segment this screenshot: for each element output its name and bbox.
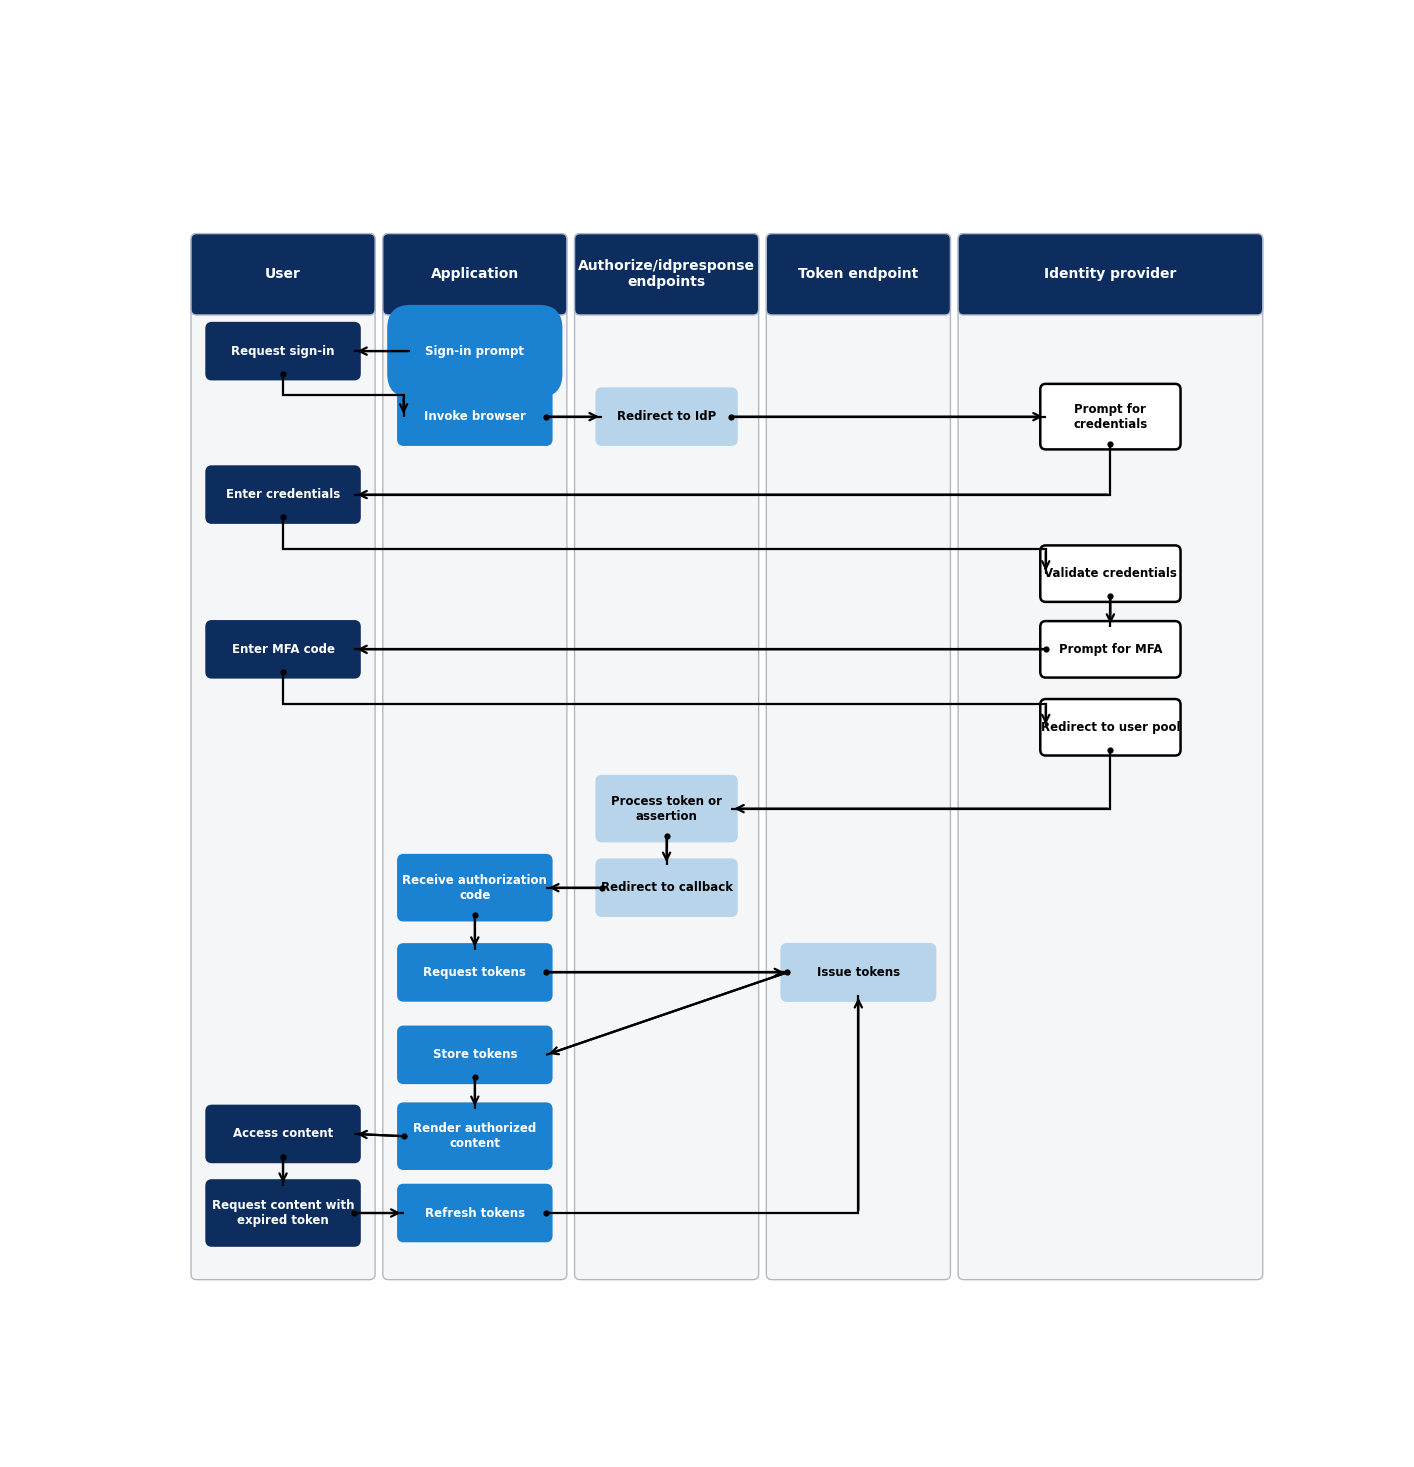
FancyBboxPatch shape	[574, 233, 759, 1279]
FancyBboxPatch shape	[206, 621, 359, 678]
FancyBboxPatch shape	[574, 233, 759, 315]
FancyBboxPatch shape	[383, 233, 567, 1279]
Text: Validate credentials: Validate credentials	[1044, 568, 1176, 579]
Text: Access content: Access content	[233, 1128, 334, 1140]
Text: Application: Application	[431, 267, 519, 282]
Text: Token endpoint: Token endpoint	[799, 267, 919, 282]
FancyBboxPatch shape	[782, 945, 935, 1000]
Text: Prompt for
credentials: Prompt for credentials	[1073, 402, 1148, 431]
Text: Authorize/idpresponse
endpoints: Authorize/idpresponse endpoints	[578, 260, 755, 289]
FancyBboxPatch shape	[399, 1185, 551, 1241]
FancyBboxPatch shape	[206, 323, 359, 380]
FancyBboxPatch shape	[191, 233, 375, 315]
FancyBboxPatch shape	[206, 1181, 359, 1245]
Text: Request sign-in: Request sign-in	[232, 345, 335, 358]
FancyBboxPatch shape	[959, 233, 1263, 315]
Text: Enter credentials: Enter credentials	[226, 489, 341, 502]
Text: Redirect to IdP: Redirect to IdP	[617, 411, 717, 422]
FancyBboxPatch shape	[399, 945, 551, 1000]
FancyBboxPatch shape	[399, 1103, 551, 1169]
Text: Sign-in prompt: Sign-in prompt	[426, 345, 525, 358]
FancyBboxPatch shape	[206, 1106, 359, 1162]
FancyBboxPatch shape	[399, 855, 551, 920]
Text: Render authorized
content: Render authorized content	[413, 1122, 536, 1150]
Text: Issue tokens: Issue tokens	[817, 965, 899, 978]
Text: Identity provider: Identity provider	[1044, 267, 1176, 282]
Text: Prompt for MFA: Prompt for MFA	[1059, 643, 1162, 656]
Text: Receive authorization
code: Receive authorization code	[403, 874, 547, 902]
Text: Invoke browser: Invoke browser	[424, 411, 526, 422]
FancyBboxPatch shape	[1041, 700, 1181, 756]
FancyBboxPatch shape	[191, 233, 375, 1279]
Text: Process token or
assertion: Process token or assertion	[611, 795, 723, 823]
FancyBboxPatch shape	[959, 233, 1263, 1279]
Text: User: User	[264, 267, 301, 282]
FancyBboxPatch shape	[383, 233, 567, 315]
FancyBboxPatch shape	[766, 233, 950, 1279]
FancyBboxPatch shape	[1041, 621, 1181, 678]
Text: Redirect to user pool: Redirect to user pool	[1041, 720, 1181, 734]
Text: Enter MFA code: Enter MFA code	[232, 643, 335, 656]
FancyBboxPatch shape	[399, 389, 551, 445]
FancyBboxPatch shape	[206, 467, 359, 522]
FancyBboxPatch shape	[1041, 546, 1181, 601]
FancyBboxPatch shape	[766, 233, 950, 315]
Text: Refresh tokens: Refresh tokens	[424, 1206, 525, 1219]
FancyBboxPatch shape	[399, 1027, 551, 1083]
FancyBboxPatch shape	[1041, 384, 1181, 449]
Text: Redirect to callback: Redirect to callback	[601, 882, 732, 895]
Text: Store tokens: Store tokens	[433, 1049, 518, 1061]
FancyBboxPatch shape	[597, 860, 737, 915]
FancyBboxPatch shape	[389, 307, 561, 396]
Text: Request content with
expired token: Request content with expired token	[212, 1199, 355, 1226]
FancyBboxPatch shape	[597, 389, 737, 445]
FancyBboxPatch shape	[597, 776, 737, 842]
Text: Request tokens: Request tokens	[423, 965, 526, 978]
